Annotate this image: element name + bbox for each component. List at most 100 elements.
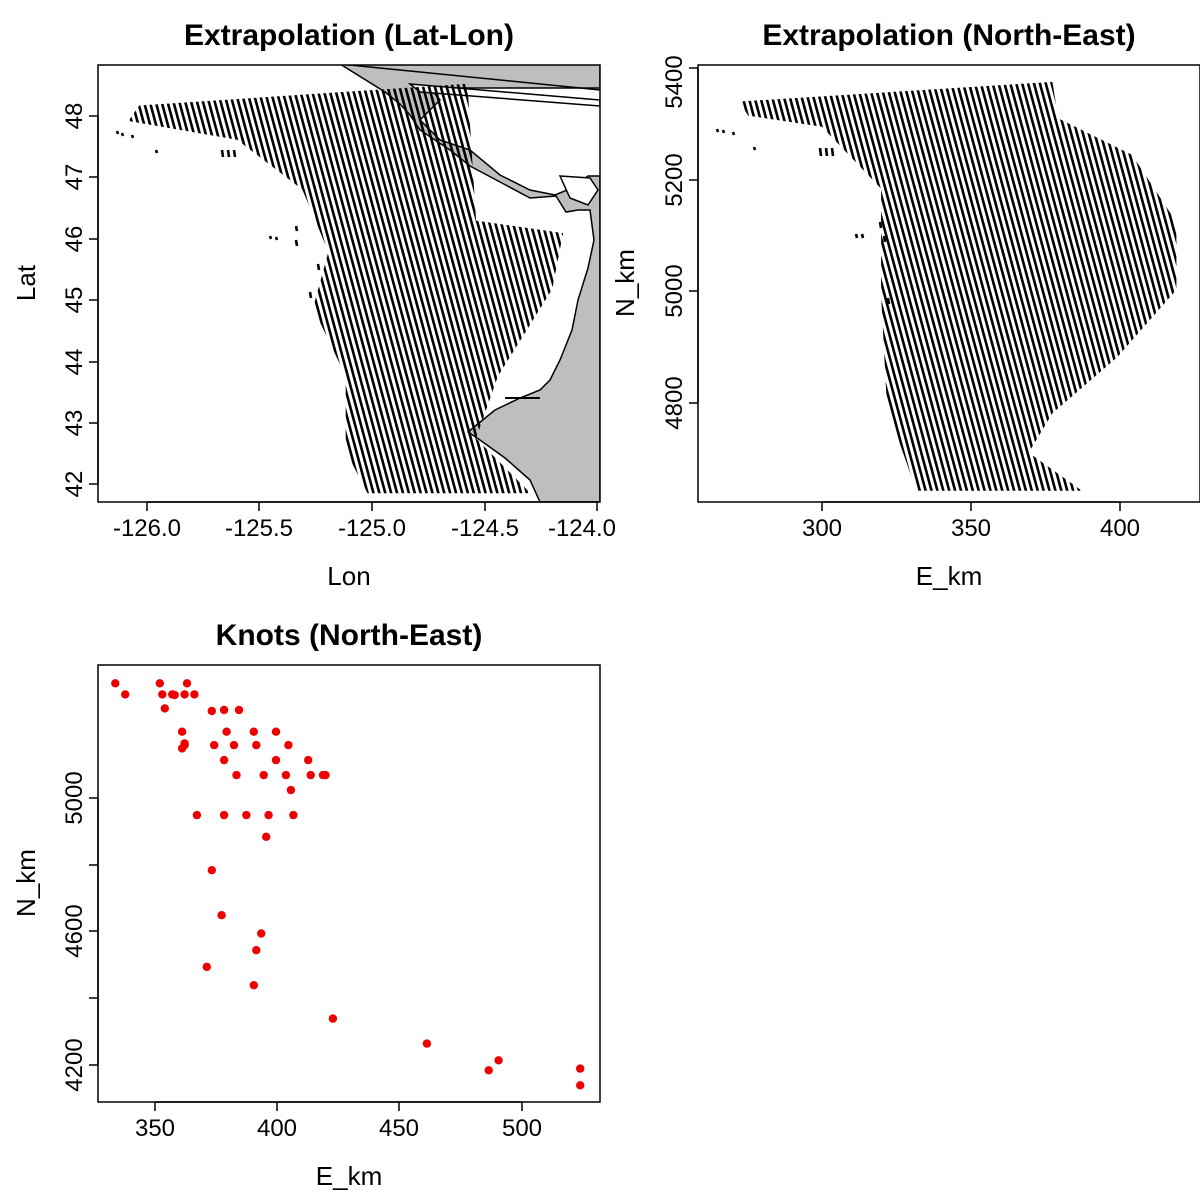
y-tick-label: 47 — [61, 164, 88, 191]
grid-point — [882, 235, 887, 243]
grid-column-line — [368, 83, 490, 494]
grid-column-line — [1133, 81, 1177, 491]
grid-column-line — [856, 81, 978, 491]
knot-point — [262, 832, 271, 841]
grid-column-line — [315, 83, 437, 494]
grid-column-line — [1098, 81, 1177, 491]
grid-column-line — [1145, 81, 1177, 491]
x-axis-label: E_km — [916, 561, 982, 591]
knot-point — [249, 981, 258, 990]
y-tick-label: 5000 — [61, 771, 88, 824]
grid-point — [120, 132, 125, 137]
grid-column-line — [1182, 65, 1200, 502]
grid-column-line — [739, 81, 812, 491]
knot-point — [234, 705, 244, 715]
grid-column-line — [933, 81, 1054, 491]
grid-column-line — [886, 81, 1007, 491]
knot-point — [207, 866, 216, 875]
grid-column-line — [739, 81, 753, 491]
grid-point — [268, 235, 273, 240]
y-tick-label: 5200 — [661, 153, 688, 206]
extrapolation-grid-latlon — [128, 65, 754, 502]
grid-column-line — [339, 83, 460, 494]
grid-column-line — [1188, 65, 1200, 502]
grid-column-line — [862, 81, 984, 491]
grid-point — [316, 263, 321, 271]
grid-column-line — [821, 81, 942, 491]
grid-column-line — [636, 65, 754, 502]
grid-column-line — [868, 81, 989, 491]
panel-knots: Knots (North-East) 350 400 450 500 4200 … — [11, 619, 601, 1191]
grid-point — [154, 149, 159, 154]
x-tick-label: -126.0 — [113, 515, 181, 542]
grid-column-line — [280, 83, 401, 494]
knot-point — [170, 690, 179, 700]
plot-frame — [97, 664, 601, 1103]
grid-column-line — [844, 81, 966, 491]
grid-column-line — [880, 81, 1001, 491]
grid-column-line — [897, 81, 1019, 491]
grid-column-line — [1194, 65, 1200, 502]
knot-point — [177, 744, 187, 753]
grid-column-line — [739, 81, 795, 491]
x-tick-label: -125.0 — [338, 515, 406, 542]
grid-column-line — [921, 81, 1043, 491]
grid-point — [220, 149, 225, 158]
y-tick-label: 43 — [61, 410, 88, 437]
grid-column-line — [356, 83, 478, 494]
y-tick-label: 48 — [61, 103, 88, 130]
y-axis: 4200 4600 5000 — [61, 771, 99, 1092]
knot-point — [289, 810, 298, 820]
grid-column-line — [274, 83, 395, 494]
grid-column-line — [1175, 81, 1177, 491]
knot-point — [210, 740, 219, 750]
y-tick-label: 45 — [61, 287, 88, 314]
x-tick-label: -124.5 — [451, 515, 519, 542]
knot-point — [249, 727, 258, 736]
knot-point — [242, 810, 251, 820]
grid-column-line — [351, 83, 472, 494]
grid-column-line — [303, 83, 425, 494]
chart-title: Extrapolation (Lat-Lon) — [184, 19, 514, 52]
chart-title: Knots (North-East) — [216, 619, 483, 652]
grid-column-line — [927, 81, 1048, 491]
scattered-grid-points-northeast — [715, 128, 891, 305]
y-axis: 42 43 44 45 46 47 48 — [61, 103, 99, 497]
knot-point — [257, 929, 266, 938]
knot-point — [576, 1064, 585, 1073]
grid-point — [294, 239, 299, 247]
extrapolation-grid-northeast — [739, 65, 1200, 502]
panel-north-east: Extrapolation (North-East) — [610, 19, 1200, 591]
knot-point — [180, 690, 189, 699]
grid-column-line — [1169, 81, 1177, 491]
grid-column-line — [327, 83, 448, 494]
knot-point — [321, 770, 330, 780]
y-tick-label: 4200 — [61, 1038, 88, 1091]
knot-point — [111, 679, 120, 688]
knot-point — [219, 705, 229, 715]
grid-column-line — [128, 83, 195, 494]
y-tick-label: 44 — [61, 349, 88, 376]
knot-point — [121, 690, 130, 699]
grid-column-line — [850, 81, 972, 491]
grid-column-line — [903, 81, 1025, 491]
knot-point — [271, 727, 281, 736]
knot-point — [219, 810, 229, 820]
grid-column-line — [333, 83, 454, 494]
grid-column-line — [362, 83, 484, 494]
knot-point — [229, 740, 239, 750]
grid-column-line — [345, 83, 466, 494]
map-area — [715, 65, 1200, 502]
grid-column-line — [630, 65, 748, 502]
grid-point — [818, 147, 823, 157]
panel-lat-lon: Extrapolation (Lat-Lon) — [11, 19, 754, 591]
grid-column-line — [1110, 81, 1177, 491]
x-tick-label: 400 — [1100, 515, 1140, 542]
x-axis: 300 350 400 — [802, 501, 1140, 542]
grid-column-line — [739, 81, 830, 491]
knot-point — [286, 785, 296, 795]
x-tick-label: 400 — [257, 1115, 297, 1142]
x-tick-label: 350 — [951, 515, 991, 542]
grid-column-line — [833, 81, 954, 491]
